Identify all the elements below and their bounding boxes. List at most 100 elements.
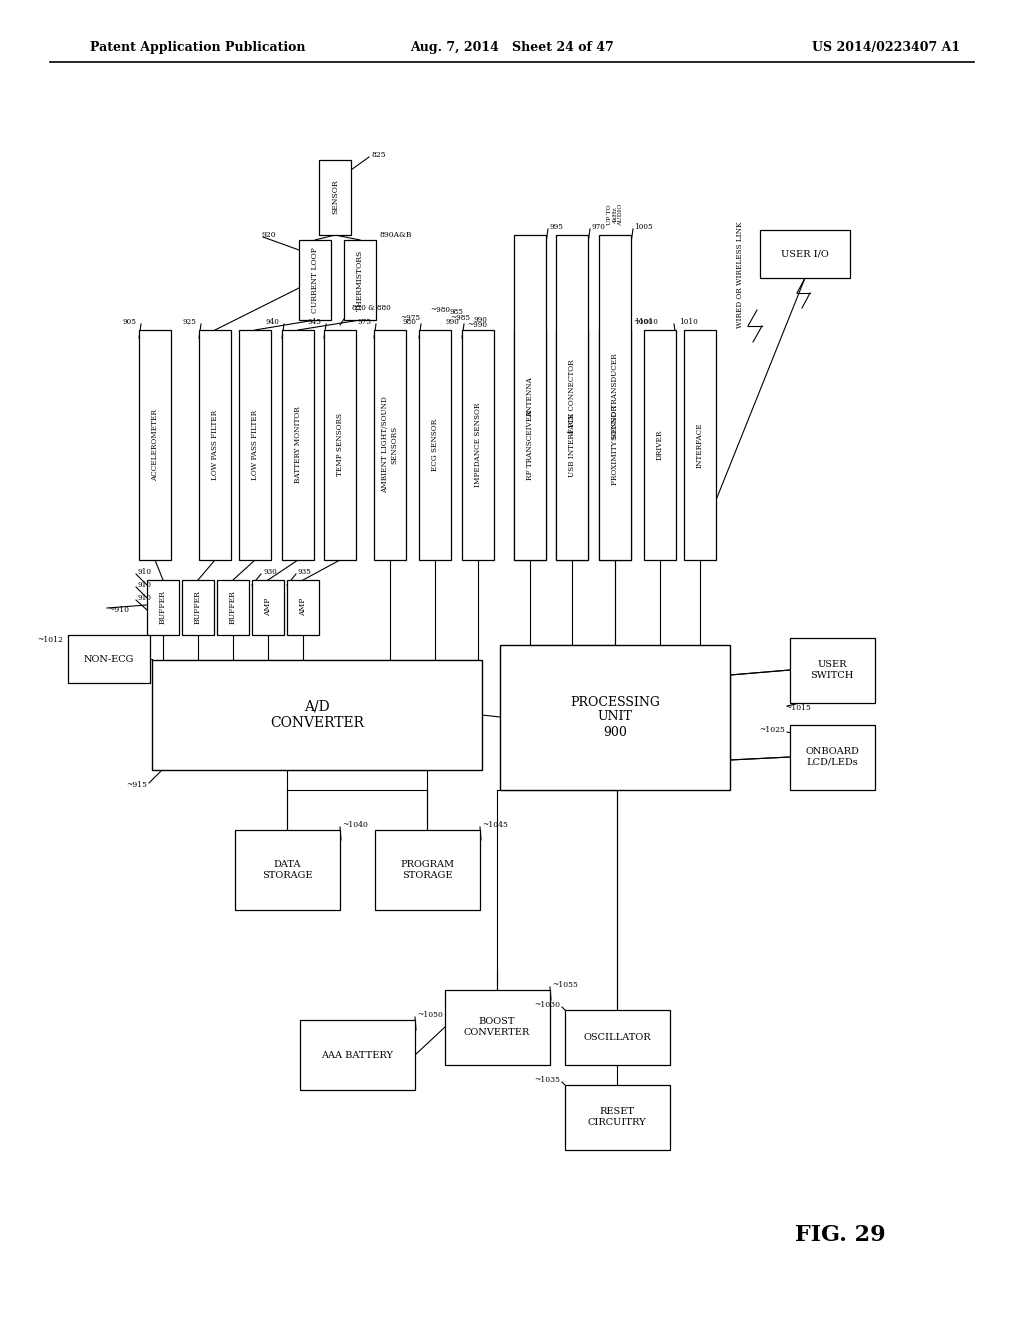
Bar bbox=[599, 235, 631, 560]
Bar bbox=[790, 638, 874, 704]
Text: ~985: ~985 bbox=[450, 314, 470, 322]
Text: ACCELEROMETER: ACCELEROMETER bbox=[151, 409, 159, 480]
Bar bbox=[445, 990, 550, 1065]
Text: PROGRAM
STORAGE: PROGRAM STORAGE bbox=[400, 861, 454, 879]
Text: THERMISTORS: THERMISTORS bbox=[356, 249, 364, 310]
Text: 995: 995 bbox=[549, 223, 563, 231]
Text: BOOST
CONVERTER: BOOST CONVERTER bbox=[464, 1018, 530, 1036]
Bar bbox=[760, 230, 850, 279]
Text: 930: 930 bbox=[263, 568, 276, 576]
Bar bbox=[790, 725, 874, 789]
Text: 1000: 1000 bbox=[634, 318, 652, 326]
Text: DRIVER: DRIVER bbox=[656, 430, 664, 461]
Text: ~1040: ~1040 bbox=[342, 821, 368, 829]
Text: ~1015: ~1015 bbox=[785, 704, 811, 711]
Text: 890A&B: 890A&B bbox=[379, 231, 412, 239]
Bar bbox=[217, 579, 249, 635]
Text: ~1035: ~1035 bbox=[534, 1076, 560, 1084]
Bar bbox=[514, 235, 546, 560]
Text: ~990: ~990 bbox=[467, 321, 487, 329]
Text: UP TO
4kHz
AUDIO: UP TO 4kHz AUDIO bbox=[606, 203, 624, 226]
Text: 970: 970 bbox=[591, 223, 605, 231]
Bar bbox=[139, 330, 171, 560]
Text: FIG. 29: FIG. 29 bbox=[795, 1224, 886, 1246]
Text: ~1055: ~1055 bbox=[552, 981, 578, 989]
Bar bbox=[556, 330, 588, 560]
Text: ~980: ~980 bbox=[430, 306, 450, 314]
Text: ~915: ~915 bbox=[126, 781, 147, 789]
Text: USER
SWITCH: USER SWITCH bbox=[810, 660, 854, 680]
Text: Patent Application Publication: Patent Application Publication bbox=[90, 41, 305, 54]
Bar bbox=[319, 160, 351, 235]
Bar bbox=[644, 330, 676, 560]
Text: 925: 925 bbox=[182, 318, 196, 326]
Bar bbox=[565, 1085, 670, 1150]
Text: 910: 910 bbox=[138, 581, 152, 589]
Text: USER I/O: USER I/O bbox=[781, 249, 828, 259]
Text: 870 & 880: 870 & 880 bbox=[352, 304, 391, 312]
Text: ~1030: ~1030 bbox=[534, 1001, 560, 1008]
Text: USB INTERFACE: USB INTERFACE bbox=[568, 413, 575, 478]
Text: AMP: AMP bbox=[299, 598, 307, 616]
Bar bbox=[182, 579, 214, 635]
Text: ~1010: ~1010 bbox=[633, 318, 658, 326]
Text: RESET
CIRCUITRY: RESET CIRCUITRY bbox=[588, 1107, 646, 1127]
Text: ~1012: ~1012 bbox=[37, 636, 63, 644]
Text: OSCILLATOR: OSCILLATOR bbox=[584, 1032, 651, 1041]
Text: 945: 945 bbox=[307, 318, 321, 326]
Text: PROXIMITY SENSOR: PROXIMITY SENSOR bbox=[611, 405, 618, 484]
Text: LOW PASS FILTER: LOW PASS FILTER bbox=[251, 411, 259, 480]
Text: RF TRANSCEIVER: RF TRANSCEIVER bbox=[526, 411, 534, 480]
Text: LOW PASS FILTER: LOW PASS FILTER bbox=[211, 411, 219, 480]
Text: 910: 910 bbox=[138, 568, 152, 576]
Text: IMPEDANCE SENSOR: IMPEDANCE SENSOR bbox=[474, 403, 482, 487]
Text: 990: 990 bbox=[473, 315, 486, 323]
Text: ECG SENSOR: ECG SENSOR bbox=[431, 418, 439, 471]
Text: 985: 985 bbox=[450, 308, 464, 315]
Text: 910: 910 bbox=[138, 594, 152, 602]
Text: 935: 935 bbox=[298, 568, 311, 576]
Text: A/D
CONVERTER: A/D CONVERTER bbox=[270, 700, 364, 730]
Bar bbox=[599, 330, 631, 560]
Text: TEMP SENSORS: TEMP SENSORS bbox=[336, 413, 344, 477]
Bar bbox=[324, 330, 356, 560]
Text: DATA
STORAGE: DATA STORAGE bbox=[262, 861, 312, 879]
Text: ANTENNA: ANTENNA bbox=[526, 378, 534, 417]
Bar bbox=[152, 660, 482, 770]
Text: ~1045: ~1045 bbox=[482, 821, 508, 829]
Text: SENSOR: SENSOR bbox=[331, 180, 339, 214]
Text: 920: 920 bbox=[261, 231, 275, 239]
Text: AMBIENT LIGHT/SOUND
SENSORS: AMBIENT LIGHT/SOUND SENSORS bbox=[381, 396, 398, 494]
Text: AMP: AMP bbox=[264, 598, 272, 616]
Bar bbox=[419, 330, 451, 560]
Bar bbox=[684, 330, 716, 560]
Text: WIRED OR WIRELESS LINK: WIRED OR WIRELESS LINK bbox=[736, 222, 744, 329]
Text: BUFFER: BUFFER bbox=[229, 590, 237, 624]
Bar bbox=[556, 235, 588, 560]
Bar bbox=[234, 830, 340, 909]
Text: 4 PIN CONNECTOR: 4 PIN CONNECTOR bbox=[568, 359, 575, 434]
Text: ~1025: ~1025 bbox=[759, 726, 785, 734]
Text: SOUND TRANSDUCER: SOUND TRANSDUCER bbox=[611, 354, 618, 441]
Bar bbox=[374, 330, 406, 560]
Text: NON-ECG: NON-ECG bbox=[84, 655, 134, 664]
Bar bbox=[68, 635, 150, 682]
Bar bbox=[252, 579, 284, 635]
Bar bbox=[500, 645, 730, 789]
Bar bbox=[287, 579, 319, 635]
Text: US 2014/0223407 A1: US 2014/0223407 A1 bbox=[812, 41, 961, 54]
Bar bbox=[375, 830, 480, 909]
Text: ~910: ~910 bbox=[108, 606, 129, 614]
Text: BATTERY MONITOR: BATTERY MONITOR bbox=[294, 407, 302, 483]
Text: ~1050: ~1050 bbox=[417, 1011, 442, 1019]
Text: CURRENT LOOP: CURRENT LOOP bbox=[311, 247, 319, 313]
Bar bbox=[282, 330, 314, 560]
Text: ONBOARD
LCD/LEDs: ONBOARD LCD/LEDs bbox=[805, 747, 859, 767]
Text: Aug. 7, 2014   Sheet 24 of 47: Aug. 7, 2014 Sheet 24 of 47 bbox=[411, 41, 613, 54]
Bar bbox=[300, 1020, 415, 1090]
Text: 940: 940 bbox=[265, 318, 279, 326]
Text: BUFFER: BUFFER bbox=[159, 590, 167, 624]
Text: BUFFER: BUFFER bbox=[194, 590, 202, 624]
Text: 975: 975 bbox=[357, 318, 371, 326]
Bar bbox=[147, 579, 179, 635]
